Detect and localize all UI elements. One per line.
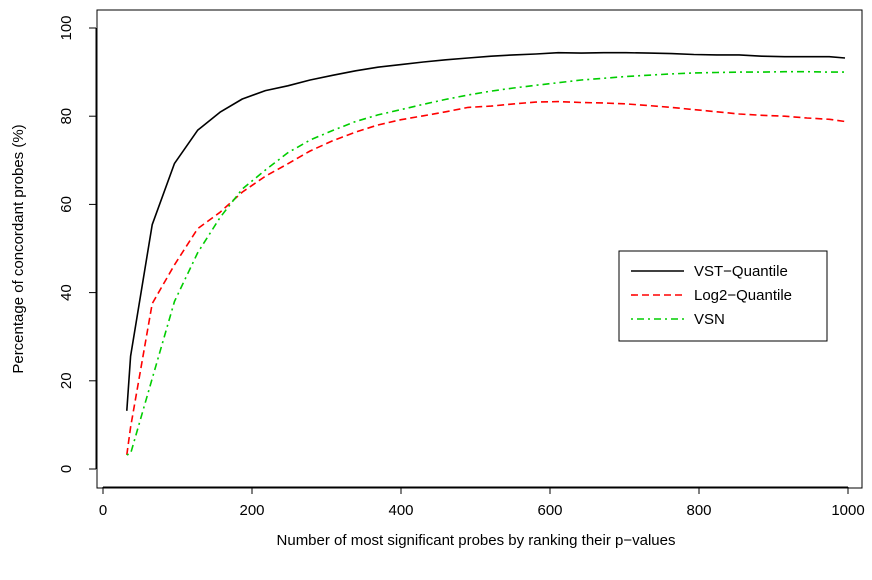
series-line bbox=[126, 70, 845, 456]
x-tick-label: 800 bbox=[686, 502, 711, 519]
legend-label: VSN bbox=[694, 311, 725, 328]
legend: VST−Quantile Log2−Quantile VSN bbox=[618, 250, 828, 342]
x-axis: 0 200 400 600 800 1000 bbox=[99, 486, 865, 519]
series-layer bbox=[126, 51, 846, 456]
x-tick-label: 1000 bbox=[831, 502, 864, 519]
x-axis-label: Number of most significant probes by ran… bbox=[277, 532, 676, 549]
y-tick-label: 100 bbox=[58, 15, 75, 40]
y-axis-label: Percentage of concordant probes (%) bbox=[10, 124, 27, 373]
legend-box bbox=[618, 250, 828, 342]
plot-frame bbox=[96, 9, 863, 489]
x-tick-label: 200 bbox=[239, 502, 264, 519]
x-tick-label: 600 bbox=[537, 502, 562, 519]
y-tick-label: 0 bbox=[58, 465, 75, 473]
legend-label: VST−Quantile bbox=[694, 263, 788, 280]
y-axis: 0 20 40 60 80 100 bbox=[58, 15, 97, 473]
x-tick-label: 0 bbox=[99, 502, 107, 519]
y-tick-label: 80 bbox=[58, 108, 75, 125]
legend-label: Log2−Quantile bbox=[694, 287, 792, 304]
y-tick-label: 40 bbox=[58, 284, 75, 301]
x-tick-label: 400 bbox=[388, 502, 413, 519]
y-tick-label: 20 bbox=[58, 372, 75, 389]
y-tick-label: 60 bbox=[58, 196, 75, 213]
series-line bbox=[126, 51, 846, 411]
series-line bbox=[126, 100, 846, 456]
